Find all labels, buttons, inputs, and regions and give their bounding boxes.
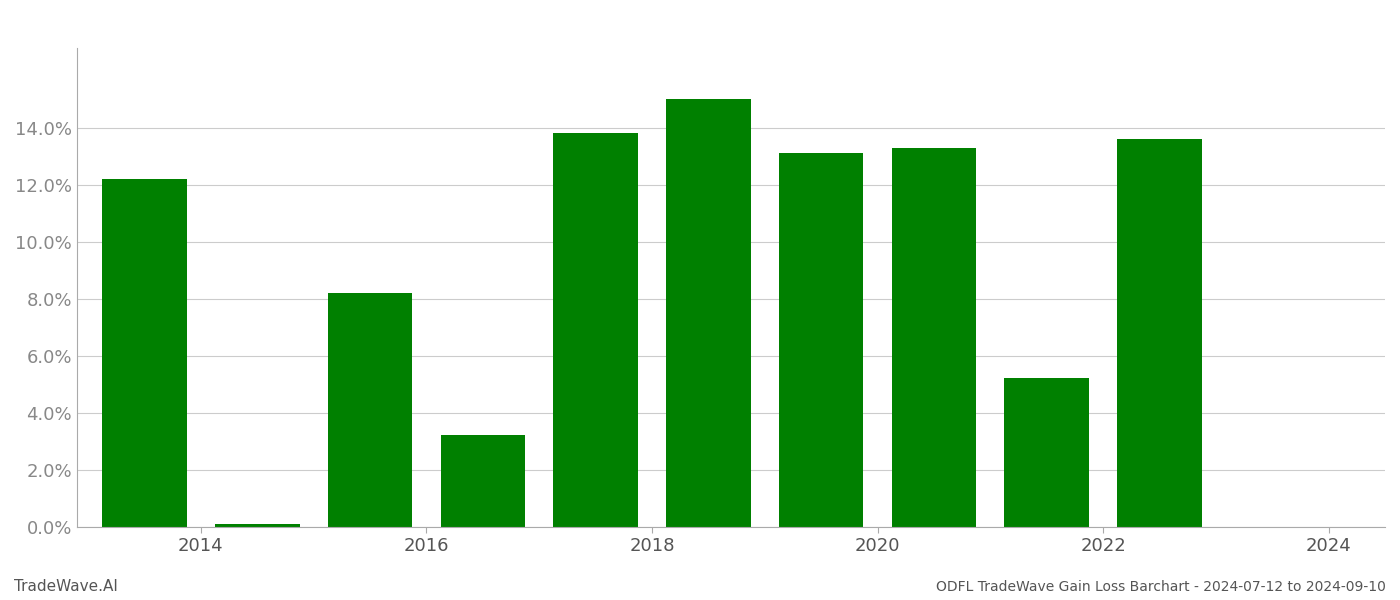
Bar (441, 436, 525, 527)
Text: ODFL TradeWave Gain Loss Barchart - 2024-07-12 to 2024-09-10: ODFL TradeWave Gain Loss Barchart - 2024… (937, 580, 1386, 594)
Bar (1004, 379, 1089, 527)
Bar (328, 293, 413, 527)
Text: TradeWave.AI: TradeWave.AI (14, 579, 118, 594)
Bar (1117, 139, 1201, 527)
Bar (216, 524, 300, 527)
Bar (553, 133, 638, 527)
Bar (892, 148, 976, 527)
Bar (666, 99, 750, 527)
Bar (102, 179, 186, 527)
Bar (778, 154, 864, 527)
